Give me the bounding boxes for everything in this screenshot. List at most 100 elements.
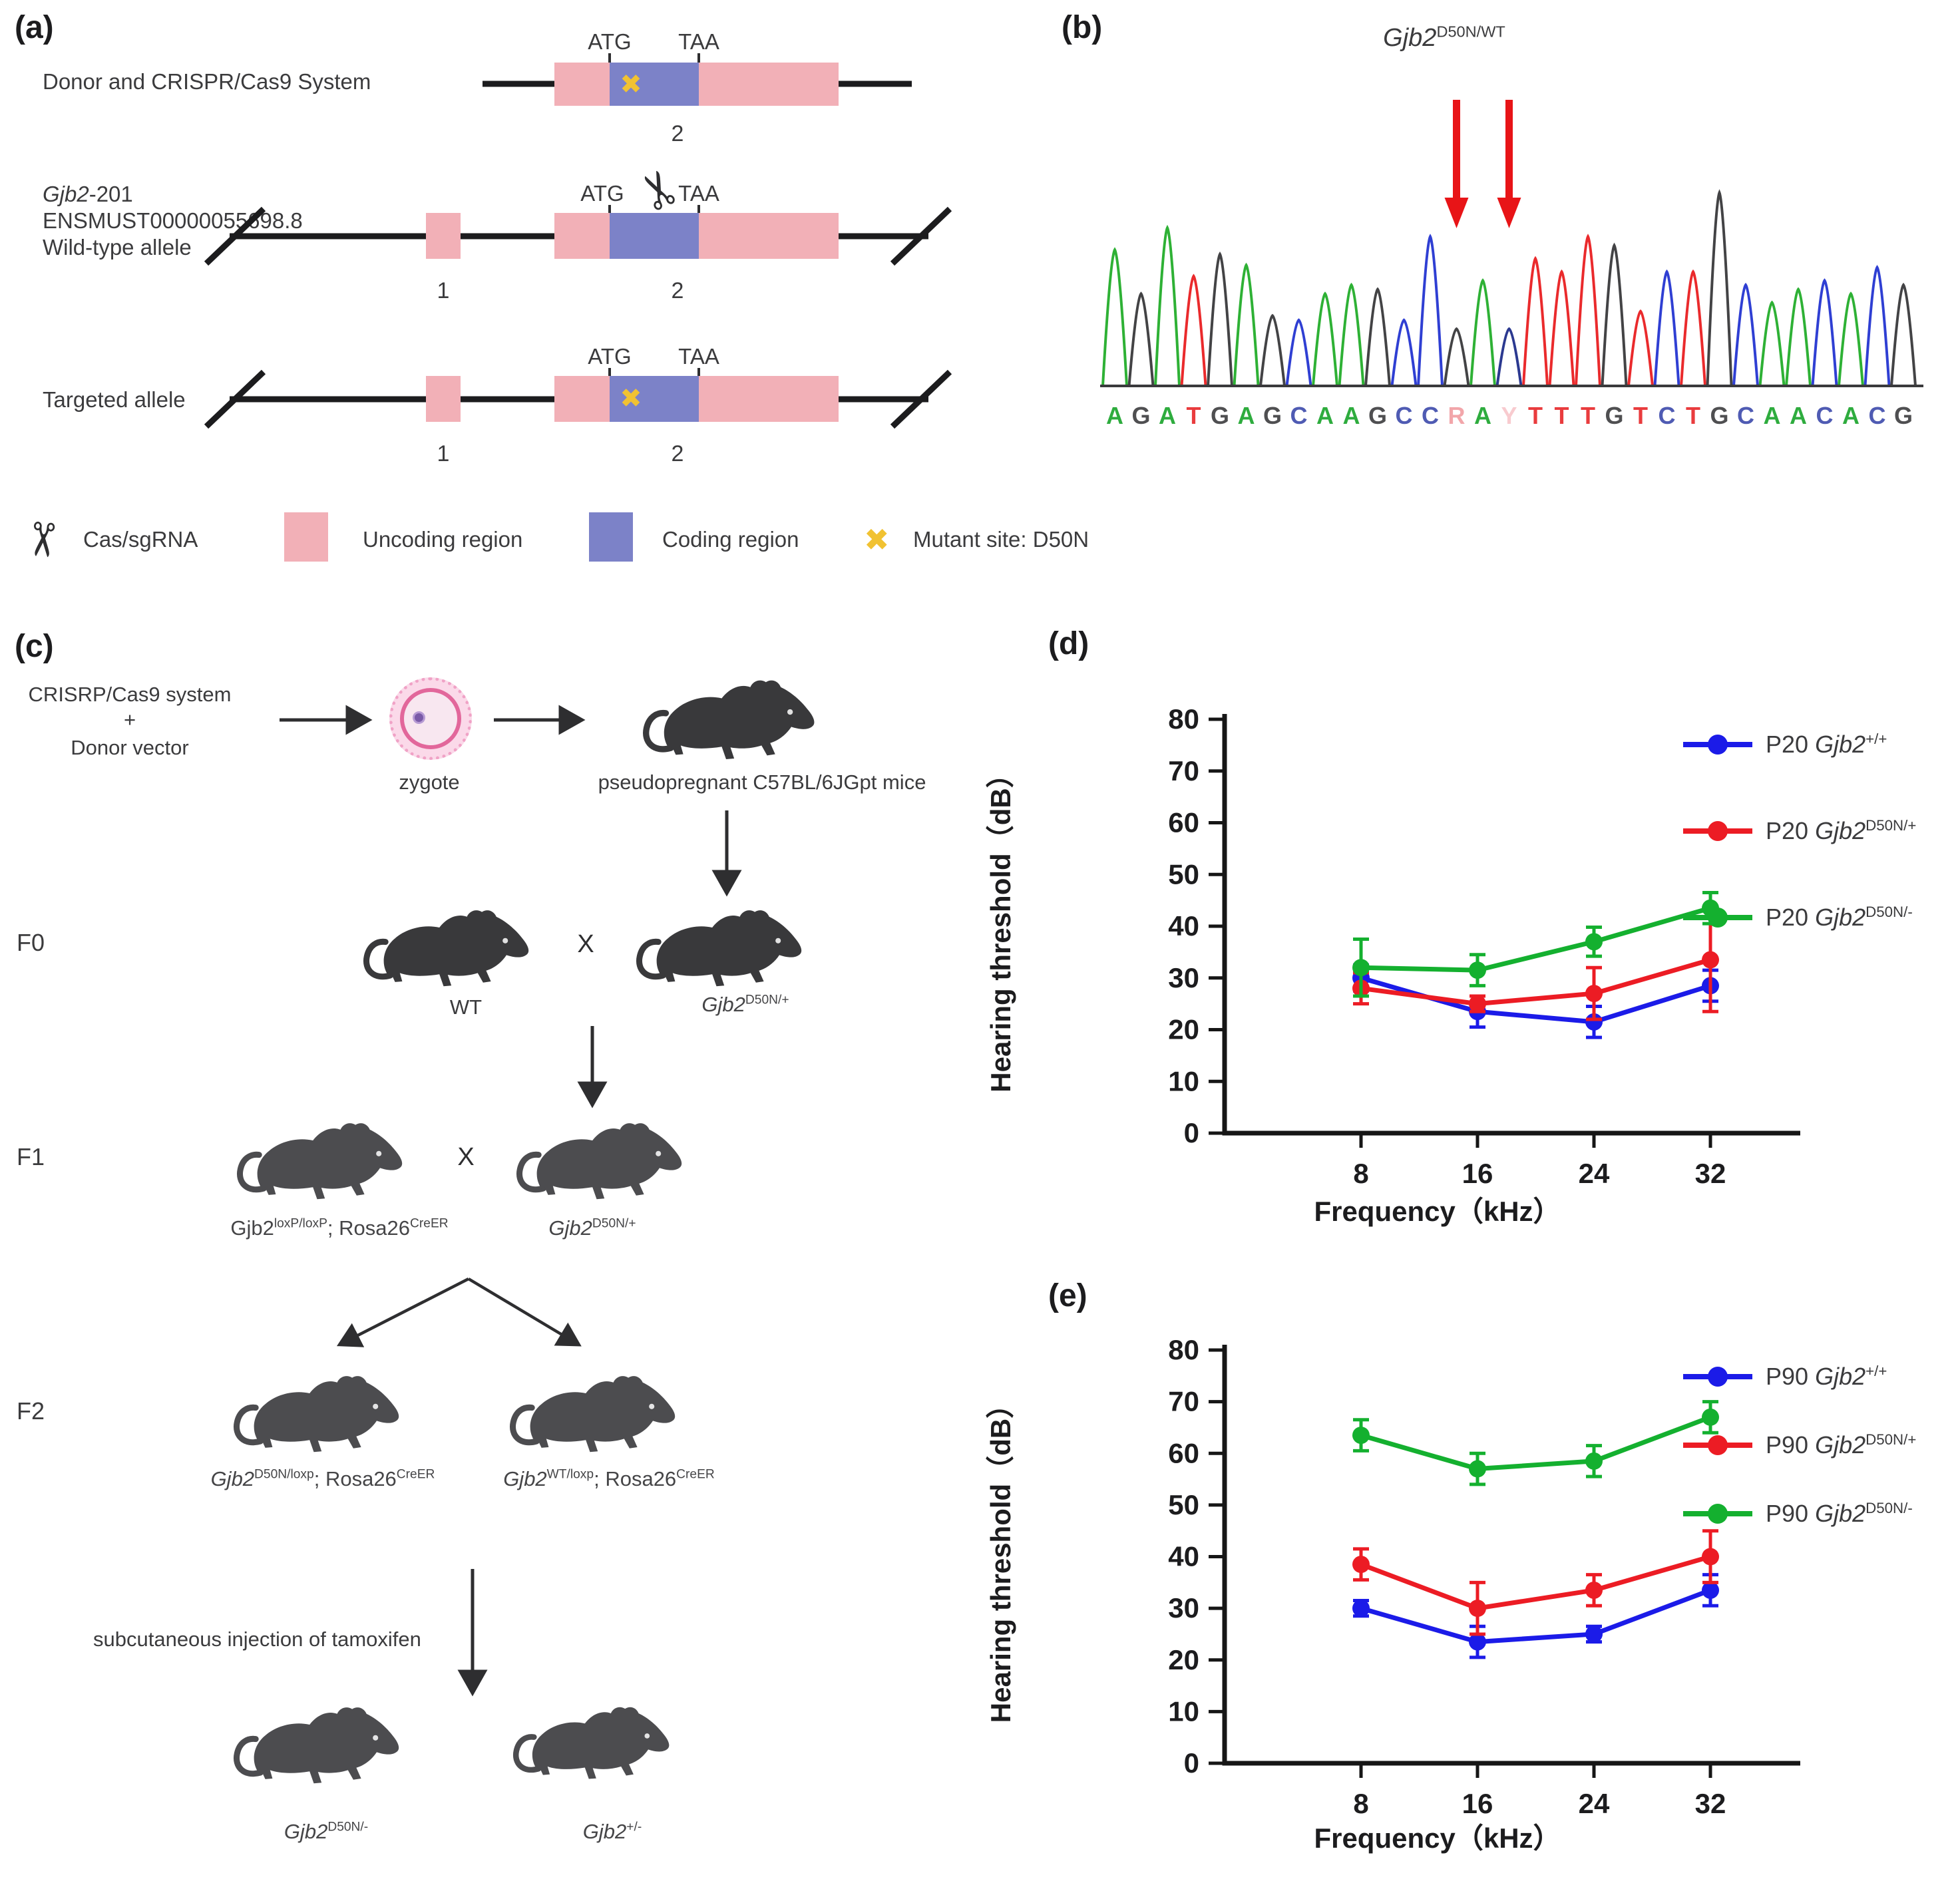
base-call-letter: T [1187,402,1201,429]
zygote-nucleus [413,711,425,724]
chromatogram-peak [1154,224,1181,387]
f1-left-genotype-label: Gjb2loxP/loxP; Rosa26CreER [230,1216,449,1240]
zygote-membrane [400,688,461,749]
legend-label: P20 Gjb2D50N/+ [1766,817,1917,844]
chromatogram-peak [1207,252,1233,387]
y-tick-label: 30 [1168,962,1199,993]
chromatogram-peak [1338,282,1365,387]
chromatogram-peak [1627,309,1654,387]
y-tick-label: 0 [1184,1117,1199,1148]
f2-left-genotype-label: Gjb2D50N/loxp; Rosa26CreER [210,1467,435,1490]
base-call-letter: A [1842,402,1860,429]
data-point [1585,933,1603,951]
chromatogram-peak [1680,269,1706,387]
data-point [1469,1600,1486,1618]
mutant-site-icon: ✖ [864,522,890,557]
chromatogram-peak [1127,291,1155,387]
x-tick-label: 16 [1462,1788,1493,1819]
legend-marker [1683,1504,1752,1524]
y-tick-label: 0 [1184,1747,1199,1779]
legend-marker [1683,821,1752,841]
base-call-letter: Y [1501,402,1517,429]
f2-left-mouse [233,1369,413,1471]
panel-d-letter: (d) [1048,626,1089,661]
data-series-line [1360,1588,1712,1645]
x-tick-label: 32 [1695,1788,1726,1819]
panel-e-letter: (e) [1048,1278,1087,1313]
uncoding-region-swatch [284,512,328,562]
chromatogram-peak [1285,318,1312,387]
exon1-label: 1 [437,278,450,303]
exon2-label: 2 [672,278,684,303]
x-axis-title: Frequency（kHz） [1314,1196,1561,1227]
legend-item: P20 Gjb2D50N/- [1680,904,1913,932]
y-tick-label: 70 [1168,755,1199,786]
chromatogram-title: Gjb2D50N/WT [1383,23,1505,52]
data-point [1585,1452,1603,1470]
base-call-letter: A [1790,402,1807,429]
base-call-letter: G [1710,402,1728,429]
legend-coding-label: Coding region [662,527,799,552]
chromatogram-peak [1548,269,1575,387]
y-tick-label: 10 [1168,1695,1199,1727]
taa-label: TAA [678,344,719,369]
coding-region-box [610,63,699,106]
x-axis-title: Frequency（kHz） [1314,1822,1561,1854]
transcript-name: Gjb2-201 [43,182,133,206]
x-tick-label: 8 [1353,1158,1368,1189]
y-axis-title: Hearing threshold（dB） [985,760,1016,1092]
data-point [1702,951,1719,969]
f1-right-genotype-label: Gjb2D50N/+ [548,1216,636,1240]
base-call-letter: C [1422,402,1439,429]
legend-label: P90 Gjb2+/+ [1766,1363,1887,1390]
base-call-letter: C [1659,402,1676,429]
pseudopregnant-mice-label: pseudopregnant C57BL/6JGpt mice [598,771,926,794]
base-call-letter: C [1816,402,1834,429]
atg-label: ATG [580,181,624,206]
f0-mutant-mouse [636,904,815,1005]
chromatogram-peak [1575,234,1601,387]
y-tick-label: 60 [1168,1437,1199,1468]
abr-chart-p20: 0 10 20 30 40 50 60 70 80 8 16 24 32 Frequency（kHz） He… [985,703,1800,1227]
generation-f0-label: F0 [17,929,45,956]
x-tick-label: 24 [1579,1788,1610,1819]
legend-item: P20 Gjb2D50N/+ [1680,817,1916,845]
panel-c-letter: (c) [15,629,54,664]
base-call-letter: A [1238,402,1255,429]
data-point [1585,1625,1603,1643]
f1-left-mouse [236,1116,416,1218]
data-point [1469,1633,1486,1651]
final-left-mouse [233,1701,413,1802]
base-call-letter: A [1764,402,1781,429]
chromatogram-peak [1785,287,1812,387]
base-call-letter: C [1290,402,1308,429]
pseudopregnant-mouse [642,673,829,779]
chromosome-break-slash [204,369,266,429]
mutant-site-icon: ✖ [620,384,642,413]
data-point [1702,1548,1719,1566]
exon2-label: 2 [672,121,684,146]
f1-right-mouse [516,1116,695,1218]
exon1-label: 1 [437,441,450,466]
chromatogram-peak [1495,327,1523,387]
chromatogram-peak [1811,278,1838,387]
data-series-line [1360,957,1711,1007]
chromosome-break-slash [204,206,266,266]
chromosome-break-slash [890,206,952,266]
legend-uncoding-label: Uncoding region [363,527,523,552]
chromatogram-peak [1233,262,1260,387]
base-call-letter: R [1448,402,1466,429]
chromatogram-peak [1312,291,1338,387]
exon1-box [426,213,461,259]
data-point [1352,1600,1370,1618]
base-call-letter: T [1686,402,1700,429]
y-tick-label: 10 [1168,1065,1199,1097]
legend-item: P90 Gjb2D50N/- [1680,1500,1913,1528]
zygote-label: zygote [399,771,460,794]
panel-a-row2-label: Gjb2-201 ENSMUST00000055698.8 Wild-type … [43,181,303,261]
data-point [1469,995,1486,1013]
y-tick-label: 60 [1168,807,1199,838]
y-tick-label: 80 [1168,703,1199,735]
data-point [1352,1427,1370,1445]
chromatogram-peak [1706,189,1733,387]
